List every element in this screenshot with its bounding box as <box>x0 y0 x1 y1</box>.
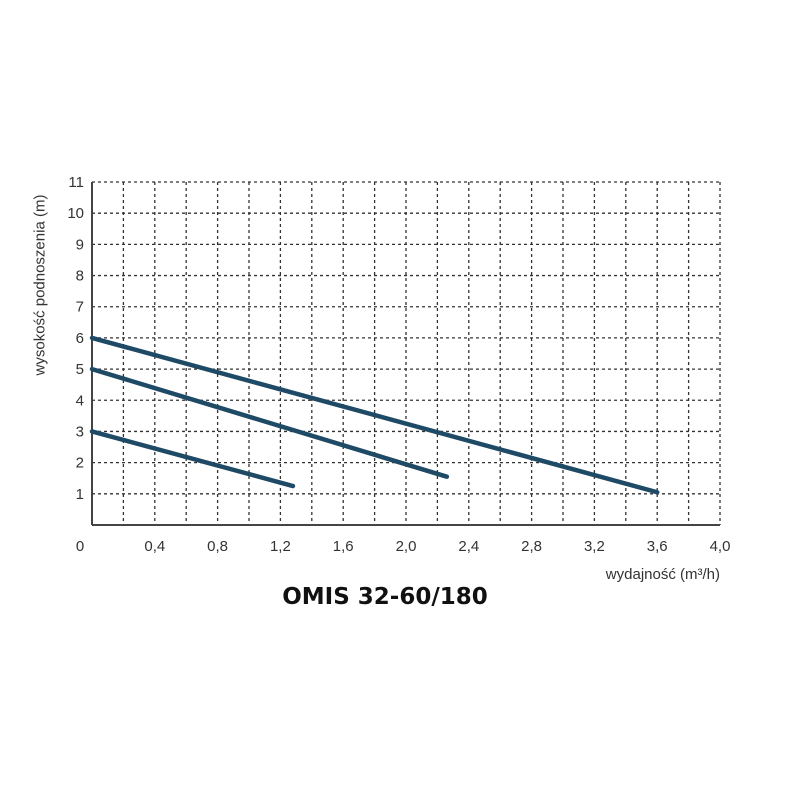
x-tick-label: 0,4 <box>144 538 165 555</box>
y-tick-label: 10 <box>67 205 84 222</box>
y-tick-label: 11 <box>68 174 84 191</box>
x-tick-label: 0,8 <box>207 538 228 555</box>
x-tick-label: 3,6 <box>647 538 668 555</box>
x-tick-label: 2,8 <box>521 538 542 555</box>
y-axis-label: wysokość podnoszenia (m) <box>31 194 49 376</box>
series-line <box>89 335 660 495</box>
y-tick-label: 3 <box>76 423 84 440</box>
y-tick-label: 5 <box>76 361 84 378</box>
x-tick-label: 2,4 <box>458 538 479 555</box>
x-tick-label: 2,0 <box>396 538 417 555</box>
x-tick-label: 1,6 <box>333 538 354 555</box>
series-line <box>89 366 450 479</box>
y-tick-label: 7 <box>76 299 84 316</box>
x-tick-label: 0 <box>76 538 84 555</box>
y-tick-label: 2 <box>76 455 84 472</box>
x-axis-label: wydajność (m³/h) <box>605 566 720 583</box>
y-tick-label: 6 <box>76 330 84 347</box>
chart-title: OMIS 32-60/180 <box>282 584 488 610</box>
x-tick-label: 4,0 <box>710 538 731 555</box>
y-tick-label: 9 <box>76 236 84 253</box>
x-tick-label: 1,2 <box>270 538 291 555</box>
y-tick-label: 8 <box>76 268 84 285</box>
y-tick-label: 1 <box>76 486 84 503</box>
x-tick-label: 3,2 <box>584 538 605 555</box>
series-line <box>89 429 296 489</box>
y-tick-label: 4 <box>76 392 84 409</box>
